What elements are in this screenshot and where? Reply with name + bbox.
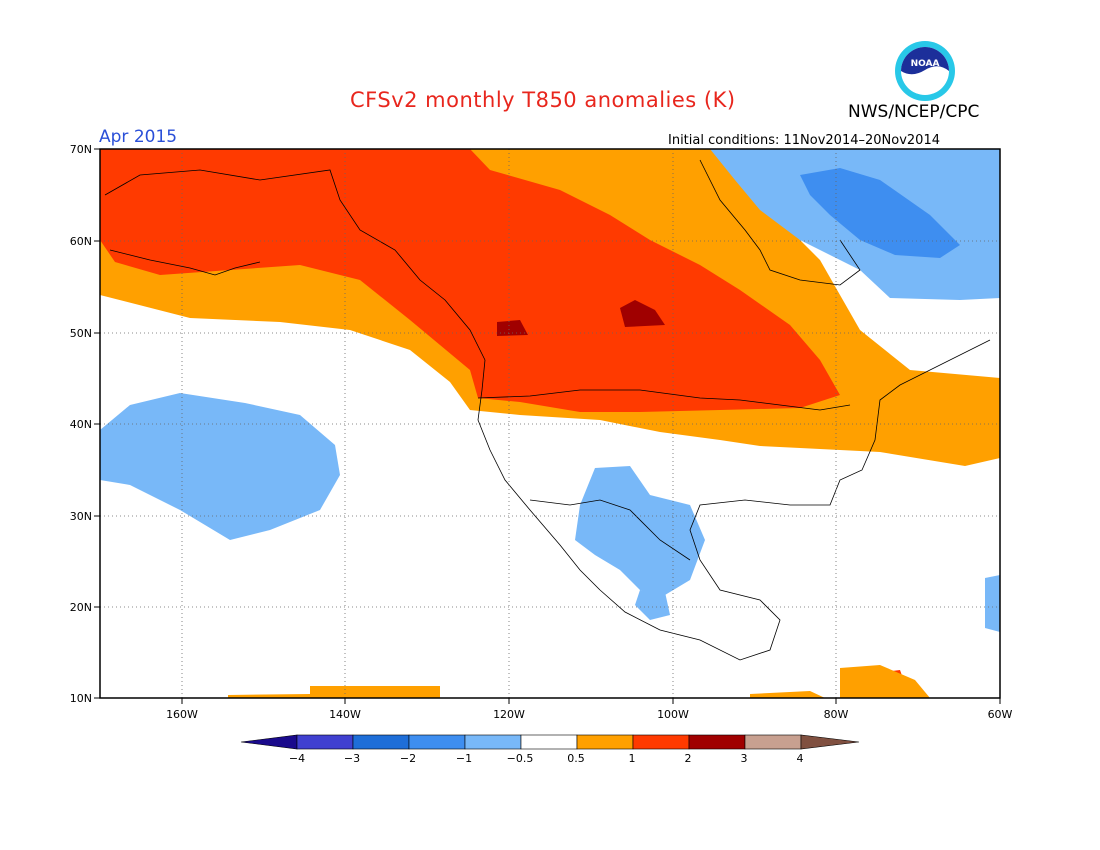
warm-anomaly-region-red — [100, 149, 840, 412]
colorbar-cell — [576, 734, 634, 750]
warm-anomaly-region-orange-south-1 — [228, 686, 440, 698]
latitude-labels: 70N 60N 50N 40N 30N 20N 10N — [70, 143, 92, 705]
anomaly-fields — [100, 149, 1000, 698]
colorbar-tick-label: −1 — [456, 752, 472, 765]
logo-lettering: NOAA — [911, 59, 940, 69]
colorbar-tick-label: −0.5 — [507, 752, 534, 765]
tick-marks — [94, 148, 1001, 704]
cool-anomaly-region-pacific — [100, 393, 340, 540]
colorbar-cell — [632, 734, 690, 750]
cool-anomaly-region-canada-core — [800, 168, 960, 258]
lon-label: 120W — [493, 708, 525, 721]
warm-anomaly-region-orange-south-2 — [750, 691, 825, 698]
colorbar-tick-label: −4 — [289, 752, 305, 765]
lat-label: 10N — [70, 692, 92, 705]
colorbar-tick-label: 3 — [741, 752, 748, 765]
gulf-coast — [599, 339, 991, 661]
lon-label: 100W — [657, 708, 689, 721]
lon-label: 160W — [166, 708, 198, 721]
colorbar-tick-label: 0.5 — [567, 752, 585, 765]
colorbar-cell — [296, 734, 354, 750]
cool-anomaly-region-mexico — [575, 466, 705, 595]
lat-label: 20N — [70, 601, 92, 614]
cool-anomaly-region-mexico-south — [635, 590, 670, 620]
forecast-month: Apr 2015 — [99, 127, 178, 147]
coastlines — [104, 159, 991, 661]
lat-label: 50N — [70, 327, 92, 340]
lat-label: 40N — [70, 418, 92, 431]
warm-anomaly-region-darkred-1 — [620, 300, 665, 327]
colorbar-cell — [240, 734, 298, 750]
colorbar-cell — [520, 734, 578, 750]
colorbar-tick-label: −2 — [400, 752, 416, 765]
lon-label: 140W — [329, 708, 361, 721]
colorbar-ticks: −4 −3 −2 −1 −0.5 0.5 1 2 3 4 — [289, 752, 804, 765]
warm-anomaly-region-darkred-2 — [497, 320, 528, 336]
cool-anomaly-region-caribbean — [985, 575, 1000, 632]
alaska-coastline — [104, 169, 486, 361]
colorbar-cell — [408, 734, 466, 750]
colorbar-tick-label: 2 — [685, 752, 692, 765]
colorbar: −4 −3 −2 −1 −0.5 0.5 1 2 3 4 — [240, 734, 860, 765]
warm-anomaly-region-orange-south-3 — [840, 665, 930, 698]
lat-label: 70N — [70, 143, 92, 156]
colorbar-cells — [240, 734, 860, 750]
colorbar-tick-label: 4 — [797, 752, 804, 765]
lat-label: 60N — [70, 235, 92, 248]
us-west-coast — [477, 359, 601, 591]
noaa-logo: NOAA — [895, 41, 955, 101]
colorbar-cell — [688, 734, 746, 750]
lat-label: 30N — [70, 510, 92, 523]
colorbar-tick-label: −3 — [344, 752, 360, 765]
colorbar-cell — [352, 734, 410, 750]
colorbar-cell — [744, 734, 802, 750]
agency-label: NWS/NCEP/CPC — [848, 102, 980, 122]
map-title: CFSv2 monthly T850 anomalies (K) — [350, 88, 736, 112]
hudson-bay-coast — [699, 159, 861, 286]
colorbar-cell — [464, 734, 522, 750]
us-mexico-border — [529, 499, 691, 561]
colorbar-tick-label: 1 — [629, 752, 636, 765]
aleutian-coast — [109, 249, 261, 276]
initial-conditions-label: Initial conditions: 11Nov2014–20Nov2014 — [668, 133, 940, 148]
colorbar-cell — [800, 734, 860, 750]
us-canada-border — [477, 389, 851, 411]
longitude-labels: 160W 140W 120W 100W 80W 60W — [166, 708, 1012, 721]
lon-label: 80W — [824, 708, 849, 721]
lon-label: 60W — [988, 708, 1013, 721]
